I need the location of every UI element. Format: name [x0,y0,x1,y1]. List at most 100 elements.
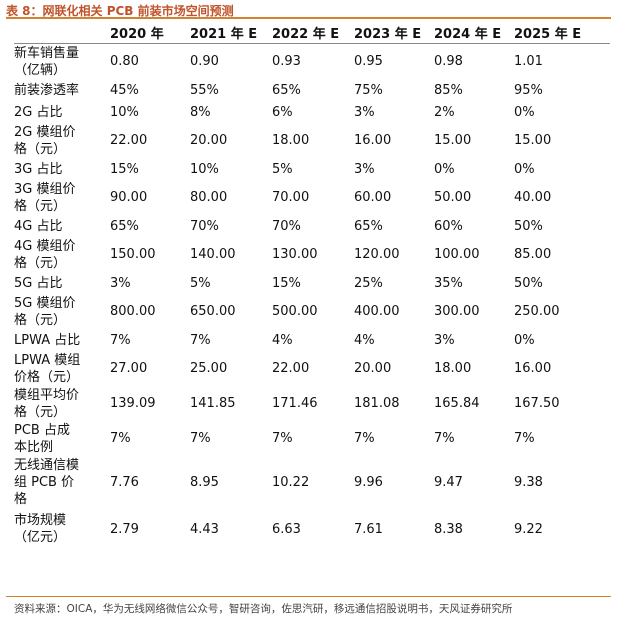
value-cell: 3% [354,161,375,177]
value-cell: 0% [514,332,535,348]
table-row: PCB 占成 本比例 7% 7% 7% 7% 7% 7% [14,421,610,456]
value-cell: 8.95 [190,475,219,490]
value-cell: 75% [354,82,383,98]
value-cell: 181.08 [354,396,400,411]
value-cell: 3% [354,104,375,120]
value-cell: 10% [110,104,139,120]
table-row: 2G 占比 10% 8% 6% 3% 2% 0% [14,101,610,123]
row-label-line: 前装渗透率 [14,82,80,98]
row-label: LPWA 模组 价格（元） [14,351,110,386]
row-label-line: （亿元） [14,530,67,545]
value-cell: 2.79 [110,521,139,537]
table-row: 2G 模组价 格（元） 22.00 20.00 18.00 16.00 15.00 15.00 [14,123,610,158]
value-cell: 4.43 [190,521,219,537]
value-cell: 3% [110,275,131,291]
value-cell: 0% [514,104,535,120]
value-cell: 120.00 [354,247,400,262]
table-row: 5G 占比 3% 5% 15% 25% 35% 50% [14,272,610,294]
bottom-divider [6,596,611,597]
table-row: LPWA 占比 7% 7% 4% 4% 3% 0% [14,329,610,351]
row-label-line: 组 PCB 价 [14,475,75,490]
row-label: 无线通信模组 PCB 价格 [14,456,110,509]
value-cell: 55% [190,82,219,98]
value-cell: 15.00 [434,133,472,148]
value-cell: 9.47 [434,475,463,490]
row-label-line: 格（元） [14,404,67,420]
table-row: 3G 模组价 格（元） 90.00 80.00 70.00 60.00 50.00 40.00 [14,180,610,215]
value-cell: 25.00 [190,361,228,376]
row-label: 前装渗透率 [14,79,110,101]
value-cell: 16.00 [354,133,392,148]
value-cell: 7% [434,431,455,446]
source-note: 资料来源：OICA，华为无线网络微信公众号，智研咨询，佐思汽研，移远通信招股说明… [14,603,513,615]
value-cell: 7% [272,431,293,446]
row-label: 4G 模组价 格（元） [14,237,110,272]
value-cell: 300.00 [434,304,480,319]
value-cell: 45% [110,82,139,98]
value-cell: 50% [514,218,543,234]
row-label: 模组平均价 格（元） [14,386,110,421]
value-cell: 2% [434,104,455,120]
value-cell: 70% [272,218,301,234]
row-label: 市场规模 （亿元） [14,509,110,549]
row-label-line: 本比例 [14,439,54,455]
value-cell: 65% [354,218,383,234]
value-cell: 9.38 [514,475,543,490]
value-cell: 165.84 [434,396,480,411]
value-cell: 60% [434,218,463,234]
value-cell: 15.00 [514,133,552,148]
row-label-line: LPWA 占比 [14,332,81,348]
value-cell: 141.85 [190,396,236,411]
value-cell: 9.22 [514,521,543,537]
value-cell: 70.00 [272,190,310,205]
row-label-line: 4G 占比 [14,218,63,234]
value-cell: 5% [190,275,211,291]
row-label: 5G 占比 [14,272,110,294]
value-cell: 0.90 [190,54,219,69]
value-cell: 150.00 [110,247,156,262]
value-cell: 10.22 [272,475,310,490]
row-label-line: 格（元） [14,141,67,157]
value-cell: 650.00 [190,304,236,319]
table-row: 新车销售量 （亿辆） 0.80 0.90 0.93 0.95 0.98 1.01 [14,44,610,80]
value-cell: 400.00 [354,304,400,319]
table-body: 新车销售量 （亿辆） 0.80 0.90 0.93 0.95 0.98 1.01 前装渗透率 45… [14,44,610,550]
row-label-line: PCB 占成 [14,422,70,438]
row-label-line: LPWA 模组 [14,352,81,368]
value-cell: 8.38 [434,521,463,537]
value-cell: 16.00 [514,361,552,376]
value-cell: 0.98 [434,54,463,69]
value-cell: 18.00 [434,361,472,376]
value-cell: 1.01 [514,54,543,69]
value-cell: 139.09 [110,396,156,411]
value-cell: 35% [434,275,463,291]
row-label-line: 3G 模组价 [14,181,76,197]
row-label-line: 新车销售量 [14,45,80,61]
value-cell: 25% [354,275,383,291]
value-cell: 140.00 [190,247,236,262]
value-cell: 20.00 [190,133,228,148]
value-cell: 7.61 [354,521,383,537]
row-label-line: 2G 占比 [14,104,63,120]
value-cell: 10% [190,161,219,177]
value-cell: 7% [190,332,211,348]
value-cell: 7% [110,332,131,348]
table-row: 4G 占比 65% 70% 70% 65% 60% 50% [14,215,610,237]
value-cell: 171.46 [272,396,318,411]
header-cell: 2022 年 E [272,21,354,44]
value-cell: 0% [514,161,535,177]
value-cell: 50% [514,275,543,291]
top-divider [6,17,611,19]
header-row: 2020 年 2021 年 E 2022 年 E 2023 年 E 2024 年… [14,21,610,44]
forecast-table: 2020 年 2021 年 E 2022 年 E 2023 年 E 2024 年… [14,21,610,549]
value-cell: 130.00 [272,247,318,262]
row-label: 3G 模组价 格（元） [14,180,110,215]
row-label-line: 4G 模组价 [14,238,76,254]
row-label-line: 5G 模组价 [14,295,76,311]
value-cell: 6.63 [272,521,301,537]
value-cell: 27.00 [110,361,148,376]
header-cell: 2024 年 E [434,21,514,44]
row-label-line: 格（元） [14,198,67,214]
value-cell: 7% [190,431,211,446]
header-cell: 2020 年 [110,21,190,44]
